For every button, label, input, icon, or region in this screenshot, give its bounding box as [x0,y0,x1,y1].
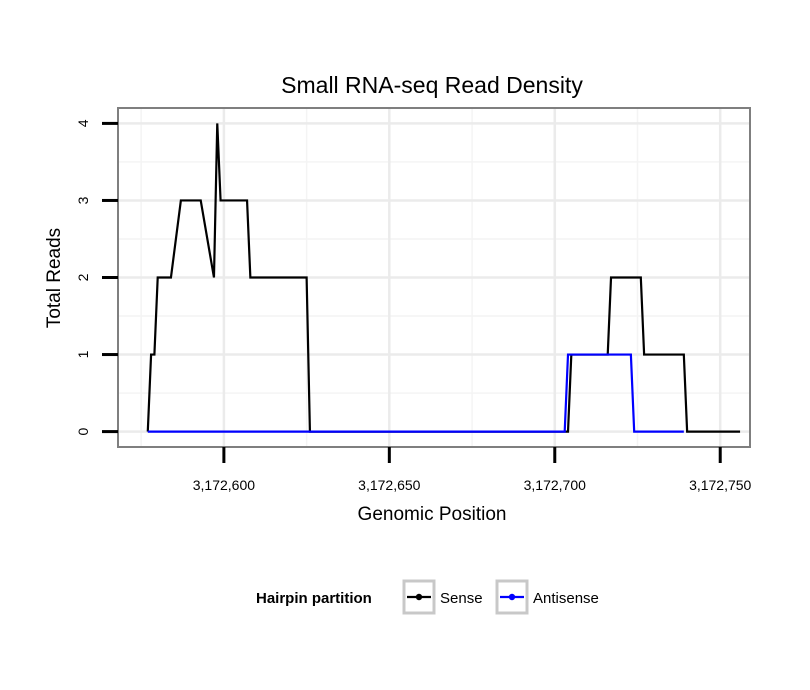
y-tick-label: 1 [75,350,91,358]
legend: Hairpin partition Sense Antisense [256,579,599,615]
legend-item-antisense: Antisense [495,579,599,615]
y-tick-label: 0 [75,427,91,435]
series-layer [146,123,741,433]
legend-key-point [508,593,516,601]
legend-key-point [415,593,423,601]
series-line-antisense [147,353,684,433]
y-tick-label: 4 [75,119,91,127]
chart-title: Small RNA-seq Read Density [281,72,583,98]
y-tick-label: 3 [75,196,91,204]
y-tick-label: 2 [75,273,91,281]
x-tick-label: 3,172,750 [689,477,751,493]
x-tick-label: 3,172,700 [524,477,586,493]
x-axis: 3,172,600 3,172,650 3,172,700 3,172,750 [193,447,752,493]
grid [118,108,750,447]
x-tick-label: 3,172,600 [193,477,255,493]
x-axis-title: Genomic Position [358,504,507,525]
y-axis-title: Total Reads [44,228,65,328]
legend-title: Hairpin partition [256,590,372,607]
series-line-sense [146,123,741,433]
legend-item-sense: Sense [402,579,483,615]
y-axis: 0 1 2 3 4 [75,119,118,435]
legend-items: Sense Antisense [402,579,599,615]
legend-label: Antisense [533,590,599,607]
x-tick-label: 3,172,650 [358,477,420,493]
legend-label: Sense [440,590,483,607]
